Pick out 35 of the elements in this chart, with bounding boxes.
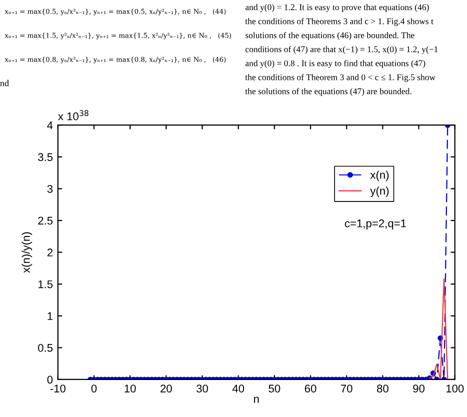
x-tick-label: 50 [268,384,280,392]
x-tick-label: 60 [304,384,316,392]
y-tick-label: 3.5 [38,153,53,162]
text: solutions of the equations (46) are bounded. The [246,32,414,40]
x-tick-label: 10 [124,384,136,392]
y-tick-label: 1.5 [38,280,53,288]
x-tick-label: -10 [50,384,66,392]
annotation: c=1,p=2,q=1 [344,219,406,230]
text: and y(0) = 0.8 . It is easy to find that equations (47) [245,60,426,68]
text: the conditions of Theorem 3 and 0 < c ≤ 1. Fig.5 show [245,74,436,82]
x-tick-label: 70 [340,384,352,392]
text: conditions of (47) are that x(−1) = 1.5, x(0) = 1.2, y(−1 [246,46,438,54]
x-tick-label: 30 [196,384,208,392]
y-tick-label: 2.5 [38,216,53,225]
y-tick-label: 0 [47,376,53,384]
y-tick-label: 3 [47,184,53,193]
text: nd [0,80,9,86]
x-tick-label: 20 [160,384,172,392]
y-tick-label: 0.5 [38,344,53,352]
legend-label: y(n) [370,186,389,197]
x-tick-label: 100 [446,384,464,392]
y-tick-label: 4 [47,121,53,130]
x-tick-label: 0 [91,384,97,392]
x-axis-title: n [254,396,259,403]
x-tick-label: 80 [376,384,388,392]
y-tick-label: 2 [47,248,52,256]
text: x 10$^{38}$ [58,110,88,120]
text: the conditions of Theorems 3 and c > 1. Fig.4 shows t [245,18,434,26]
y-tick-label: 1 [48,312,53,320]
x-tick-label: 40 [232,384,244,392]
text: and y(0) = 1.2. It is easy to prove that equations (46) [245,4,429,12]
x-tick-label: 90 [413,384,425,392]
y-axis-title: x(n)/y(n) [22,232,32,273]
legend-label: x(n) [370,170,389,182]
text: the solutions of the equations (47) are bounded. [245,88,412,96]
